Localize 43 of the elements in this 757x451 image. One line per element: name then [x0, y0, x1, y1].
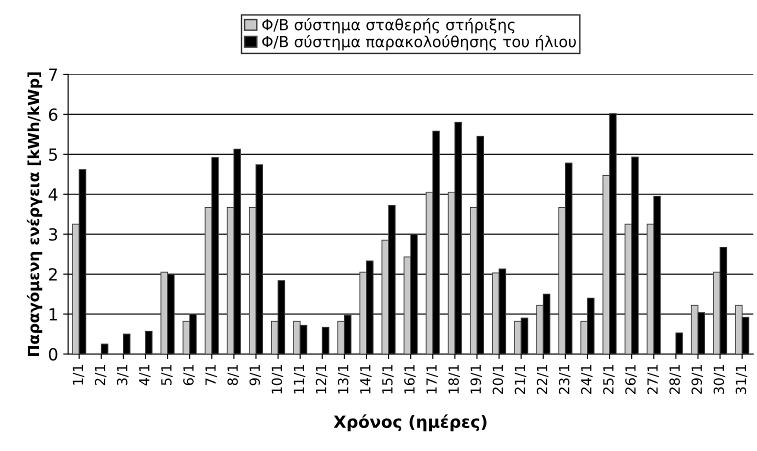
x-tick-label: 1/1 [72, 365, 84, 385]
x-tick-label: 18/1 [448, 365, 460, 394]
x-tick-label: 28/1 [669, 365, 681, 394]
x-tick-label: 10/1 [272, 365, 284, 394]
x-tick-label: 23/1 [558, 365, 570, 394]
x-tick-label: 31/1 [736, 365, 748, 394]
y-tick-label: 6 [48, 108, 58, 121]
x-tick-label: 17/1 [426, 365, 438, 394]
y-tick-label: 5 [49, 148, 57, 161]
y-tick-label: 1 [50, 308, 57, 320]
x-tick-label: 7/1 [205, 365, 217, 385]
x-tick-label: 2/1 [94, 365, 106, 386]
x-tick-label: 30/1 [714, 365, 726, 394]
x-tick-label: 12/1 [316, 365, 328, 394]
x-tick-label: 8/1 [227, 365, 239, 386]
x-tick-label: 5/1 [161, 365, 173, 386]
x-axis-title: Χρόνος (ημέρες) [334, 414, 486, 432]
x-tick-label: 19/1 [470, 365, 482, 394]
y-tick-label: 2 [49, 268, 57, 280]
x-tick-label: 29/1 [691, 365, 704, 394]
x-tick-label: 26/1 [625, 365, 637, 394]
x-tick-label: 15/1 [382, 365, 394, 394]
x-tick-label: 13/1 [338, 365, 350, 394]
x-tick-label: 27/1 [647, 365, 659, 394]
y-axis-title: Παραγόμενη ενέργεια [kWh/kWp] [26, 72, 42, 356]
x-tick-label: 3/1 [116, 365, 128, 386]
x-tick-label: 22/1 [536, 365, 548, 394]
x-tick-label: 25/1 [603, 365, 615, 394]
y-tick-label: 4 [48, 188, 58, 201]
x-tick-label: 24/1 [580, 365, 593, 394]
legend-label: Φ/Β σύστημα παρακολούθησης του ήλιου [262, 34, 576, 50]
y-tick-label: 7 [49, 68, 57, 81]
legend-label: Φ/Β σύστημα σταθερής στήριξης [262, 18, 514, 34]
x-tick-label: 6/1 [183, 365, 195, 386]
x-tick-label: 9/1 [250, 365, 262, 386]
x-tick-label: 4/1 [139, 365, 151, 386]
x-tick-label: 21/1 [514, 365, 526, 394]
y-tick-label: 0 [48, 348, 58, 361]
x-tick-label: 11/1 [294, 365, 306, 394]
x-tick-label: 16/1 [404, 365, 416, 394]
x-tick-label: 14/1 [360, 365, 372, 394]
y-tick-label: 3 [49, 228, 58, 241]
x-tick-label: 20/1 [492, 365, 504, 394]
